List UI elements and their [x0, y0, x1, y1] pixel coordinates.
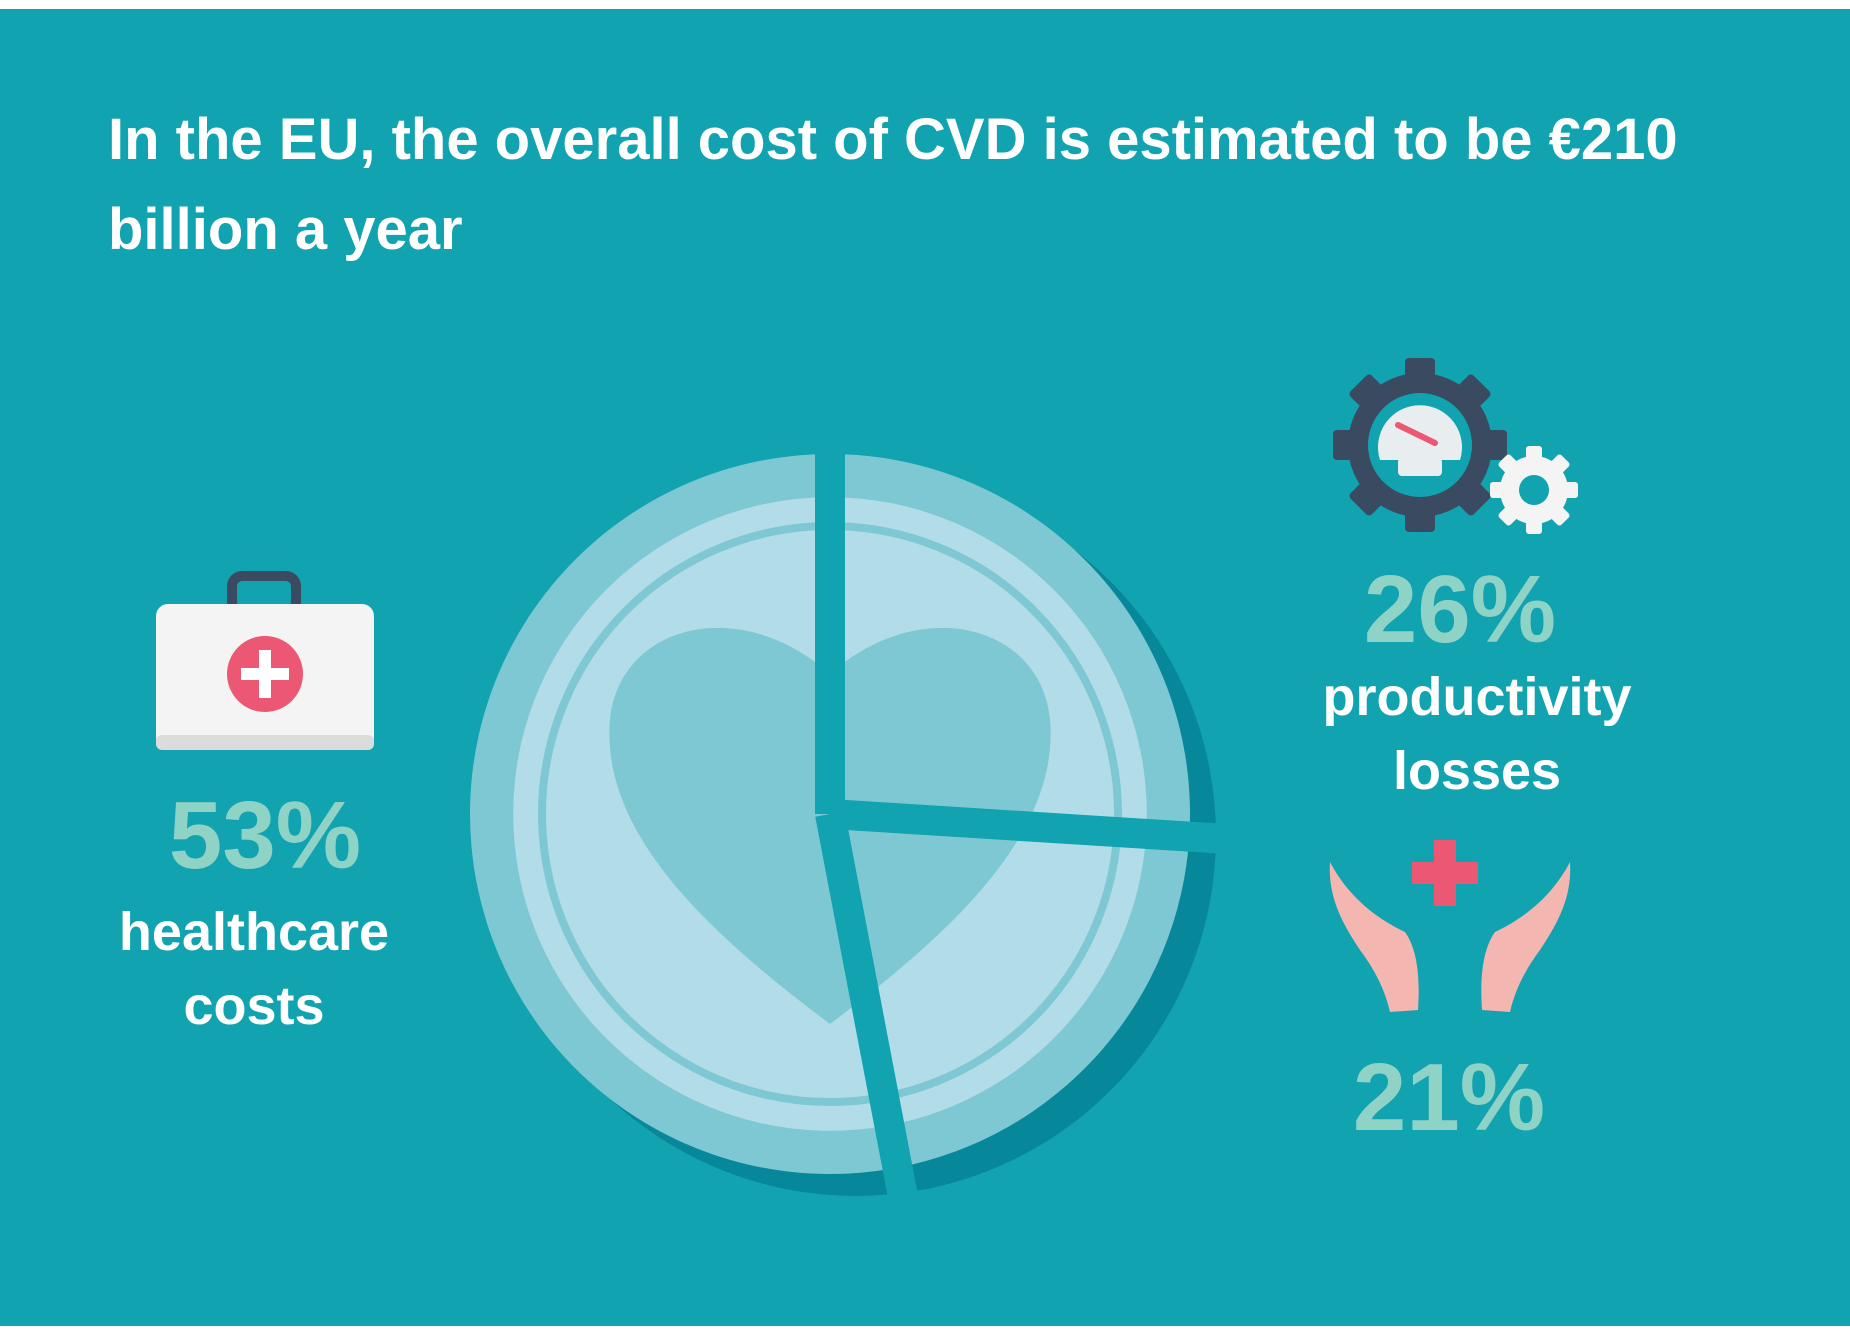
slice-gap: [815, 811, 918, 1200]
value-label: 26%: [1363, 556, 1557, 663]
hands-icon: [1329, 840, 1571, 1012]
value-label: 21%: [1352, 1044, 1546, 1151]
gears-icon: [1333, 358, 1578, 534]
category-label: healthcare costs: [118, 902, 390, 1036]
pie-slice-ring: [538, 522, 885, 1106]
pie-slice-ring: [829, 522, 1122, 833]
pie-slice-ring: [883, 831, 1122, 1101]
slice-gap: [829, 799, 1221, 854]
value-label: 53%: [168, 782, 362, 889]
category-label: productivity losses: [1322, 667, 1632, 801]
chart-title: In the EU, the overall cost of CVD is es…: [108, 107, 1678, 262]
first-aid-icon: [156, 571, 374, 750]
